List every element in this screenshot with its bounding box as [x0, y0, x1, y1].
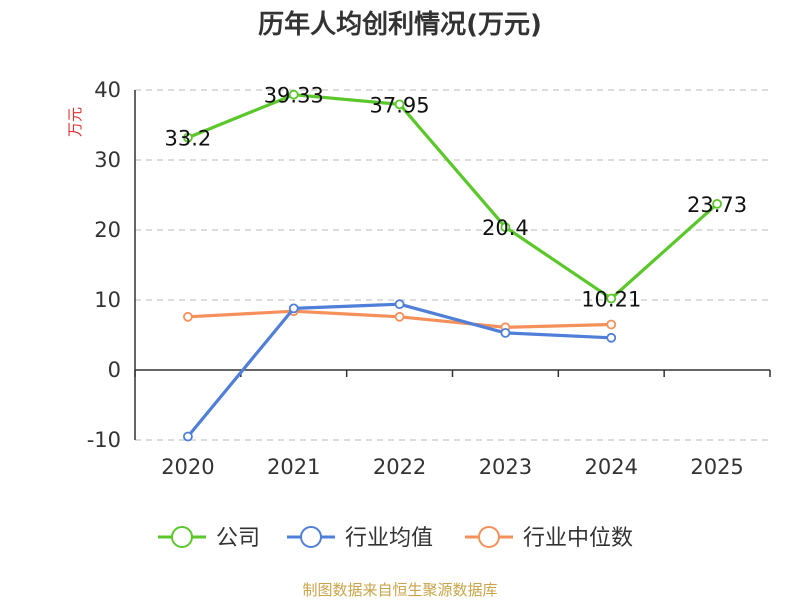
legend-item-1[interactable]: 行业均值: [287, 526, 433, 551]
data-point[interactable]: [606, 332, 617, 343]
data-point[interactable]: [712, 198, 722, 209]
data-point[interactable]: [183, 311, 193, 322]
data-label: 23.73: [687, 193, 747, 217]
legend-label: 公司: [216, 526, 260, 551]
series-line-0: [187, 93, 719, 301]
x-tick-label: 2020: [161, 455, 214, 479]
y-tick-label: 10: [94, 288, 121, 312]
x-tick-label: 2021: [267, 455, 320, 479]
x-tick-label: 2025: [690, 455, 743, 479]
data-point[interactable]: [183, 431, 193, 442]
data-point[interactable]: [394, 299, 405, 310]
y-tick-label: 40: [94, 78, 121, 102]
y-tick-label: 0: [108, 358, 121, 382]
grid: [135, 89, 770, 441]
y-axis-label: 万元: [66, 107, 84, 137]
x-tick-label: 2024: [585, 455, 638, 479]
axes: -10 0 10 20 30 40 2020 2021 2022 2023 2024 2025: [87, 78, 771, 479]
legend-item-0[interactable]: 公司: [158, 526, 260, 551]
data-label: 37.95: [370, 93, 430, 117]
data-point[interactable]: [288, 303, 299, 314]
data-point[interactable]: [394, 311, 405, 322]
legend-label: 行业中位数: [523, 526, 633, 551]
legend-marker: [171, 526, 193, 548]
y-tick-label: 30: [94, 148, 121, 172]
data-point[interactable]: [288, 89, 299, 100]
data-labels: 33.2 39.33 37.95 20.4 10.21 23.73: [165, 84, 748, 312]
x-tick-label: 2023: [479, 455, 532, 479]
data-point[interactable]: [500, 222, 511, 233]
legend[interactable]: 公司 行业均值 行业中位数: [158, 526, 633, 551]
x-tick-label: 2022: [373, 455, 426, 479]
legend-marker: [478, 526, 500, 548]
data-point[interactable]: [394, 99, 405, 110]
data-point[interactable]: [606, 293, 617, 304]
chart-title: 历年人均创利情况(万元): [258, 9, 542, 40]
y-tick-label: 20: [94, 218, 121, 242]
legend-marker: [300, 526, 322, 548]
data-point[interactable]: [606, 319, 617, 330]
data-label: 39.33: [264, 84, 324, 108]
legend-label: 行业均值: [345, 526, 433, 551]
data-label: 33.2: [165, 127, 212, 151]
y-tick-label: -10: [87, 428, 121, 452]
data-label: 20.4: [482, 216, 529, 240]
legend-item-2[interactable]: 行业中位数: [465, 526, 633, 551]
source-note: 制图数据来自恒生聚源数据库: [302, 581, 497, 599]
data-label: 10.21: [581, 288, 641, 312]
series-layer: [183, 89, 722, 442]
data-point[interactable]: [183, 132, 193, 143]
data-point[interactable]: [500, 327, 511, 338]
